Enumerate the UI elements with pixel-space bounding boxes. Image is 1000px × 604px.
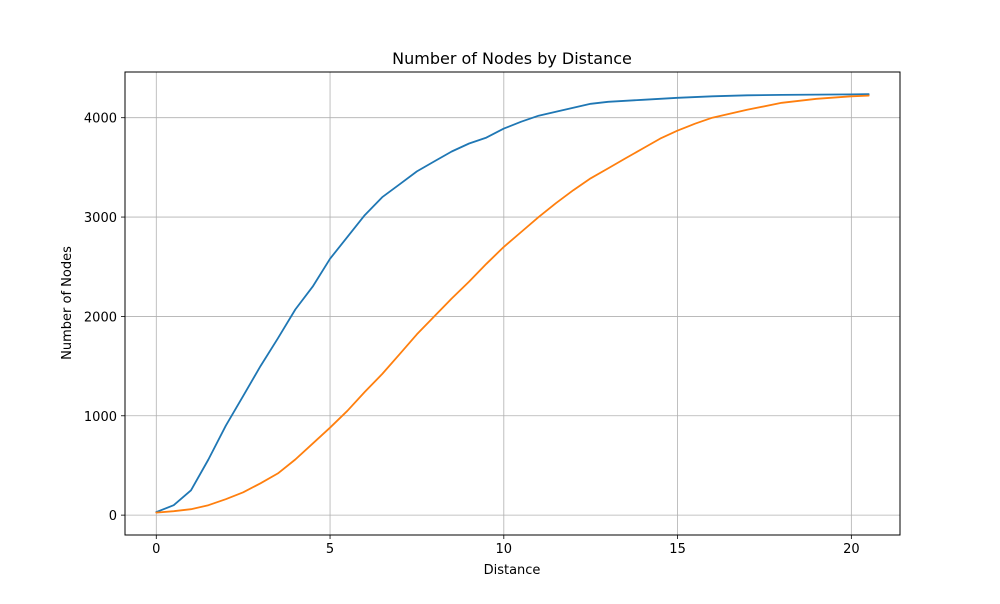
x-tick-label: 15 <box>669 542 686 557</box>
series-layer <box>155 93 870 514</box>
series-line-2 <box>155 94 870 514</box>
grid <box>125 72 900 535</box>
y-tick-label: 2000 <box>84 310 117 325</box>
y-tick-label: 4000 <box>84 112 117 127</box>
series-line-1 <box>155 93 870 513</box>
x-tick-label: 20 <box>843 542 860 557</box>
x-tick-label: 5 <box>326 542 334 557</box>
x-axis-label: Distance <box>484 563 541 578</box>
ticks: 0 5 10 15 20 0 1000 2000 3000 4000 <box>84 112 860 557</box>
chart-title: Number of Nodes by Distance <box>392 49 632 68</box>
x-tick-label: 10 <box>496 542 513 557</box>
y-axis-label: Number of Nodes <box>60 246 75 360</box>
plot-frame <box>124 71 901 536</box>
x-tick-label: 0 <box>152 542 160 557</box>
y-tick-label: 1000 <box>84 410 117 425</box>
y-tick-label: 3000 <box>84 211 117 226</box>
y-tick-label: 0 <box>109 509 117 524</box>
